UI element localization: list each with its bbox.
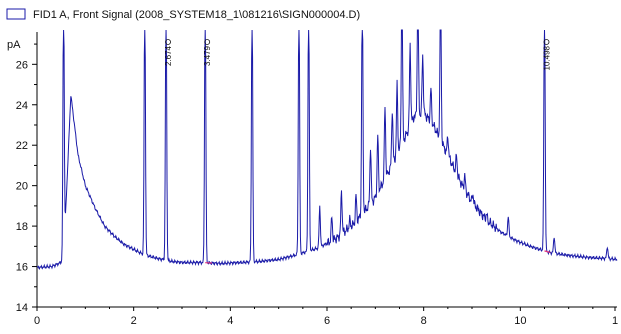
y-tick-label: 20 <box>16 181 28 193</box>
integration-baseline <box>544 250 551 254</box>
legend: FID1 A, Front Signal (2008_SYSTEM18_1\08… <box>6 8 360 21</box>
x-tick-label: 8 <box>421 315 427 327</box>
y-tick-label: 24 <box>16 100 28 112</box>
y-tick-label: 16 <box>16 262 28 274</box>
peak-marker <box>165 39 171 45</box>
signal-trace <box>36 29 618 270</box>
x-tick-label: 10 <box>514 315 526 327</box>
peak-marker <box>543 39 550 45</box>
x-tick-label: 0 <box>34 315 40 327</box>
legend-label: FID1 A, Front Signal (2008_SYSTEM18_1\08… <box>33 9 360 21</box>
plot-area <box>36 29 618 270</box>
x-tick-label: 4 <box>227 315 233 327</box>
peak-label: 10.498 <box>543 45 552 70</box>
x-tick-label: 1 <box>612 315 618 327</box>
peak-marker <box>204 39 211 45</box>
legend-swatch <box>6 8 26 20</box>
x-tick-label: 2 <box>131 315 137 327</box>
y-tick-label: 26 <box>16 59 28 71</box>
y-tick-label: 22 <box>16 140 28 152</box>
y-axis-unit-label: pA <box>7 39 21 51</box>
y-tick-label: 14 <box>16 302 28 314</box>
x-tick-label: 6 <box>324 315 330 327</box>
peak-label: 2.674 <box>164 45 173 66</box>
y-tick-label: 18 <box>16 221 28 233</box>
peak-annotations: 2.674 3.479 10.498 <box>164 39 552 70</box>
peak-label: 3.479 <box>203 45 212 66</box>
